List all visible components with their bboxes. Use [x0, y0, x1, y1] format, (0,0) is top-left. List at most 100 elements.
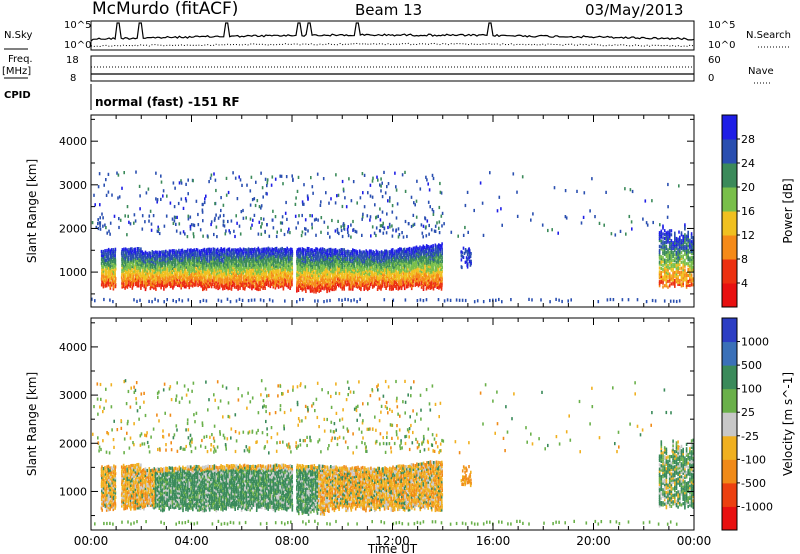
data-cell	[424, 259, 427, 263]
data-cell	[111, 263, 113, 267]
data-cell	[247, 263, 250, 267]
data-cell	[203, 249, 206, 253]
data-cell	[132, 253, 135, 257]
data-cell	[348, 277, 351, 281]
data-cell	[249, 189, 252, 193]
data-cell	[107, 255, 109, 259]
data-cell	[234, 277, 236, 281]
data-cell	[102, 267, 104, 271]
data-cell	[311, 214, 313, 218]
data-cell	[402, 252, 405, 256]
data-cell	[304, 266, 307, 270]
data-cell	[250, 175, 253, 179]
data-cell	[178, 264, 180, 268]
data-cell	[422, 252, 425, 256]
data-cell	[409, 272, 411, 276]
data-cell	[436, 268, 438, 272]
data-cell	[246, 252, 248, 256]
data-cell	[353, 272, 356, 276]
data-cell	[333, 274, 335, 278]
data-cell	[276, 284, 278, 288]
data-cell	[297, 281, 300, 285]
data-cell	[283, 232, 286, 237]
data-cell	[107, 269, 110, 273]
data-cell	[97, 226, 100, 231]
data-cell	[136, 258, 139, 262]
data-cell	[672, 252, 674, 257]
data-cell	[286, 246, 288, 250]
data-cell	[245, 279, 248, 283]
data-cell	[109, 255, 112, 259]
data-cell	[112, 287, 115, 291]
data-cell	[434, 255, 436, 259]
data-cell	[195, 275, 197, 279]
data-cell	[239, 274, 241, 279]
data-cell	[245, 264, 248, 268]
data-cell	[417, 284, 420, 288]
data-cell	[296, 260, 298, 264]
data-cell	[414, 275, 416, 280]
data-cell	[200, 266, 202, 270]
data-cell	[102, 251, 105, 255]
data-cell	[227, 255, 229, 259]
data-cell	[343, 248, 345, 252]
data-cell	[284, 253, 287, 258]
data-cell	[281, 270, 284, 274]
data-cell	[342, 187, 345, 191]
data-cell	[207, 247, 209, 251]
data-cell	[112, 275, 115, 279]
data-cell	[440, 273, 443, 277]
data-cell	[313, 254, 315, 258]
data-cell	[427, 246, 429, 251]
data-cell	[663, 270, 666, 274]
data-cell	[175, 265, 177, 269]
data-cell	[251, 273, 253, 277]
data-cell	[405, 269, 408, 273]
data-cell	[266, 267, 268, 271]
data-cell	[222, 281, 224, 285]
data-cell	[400, 253, 402, 257]
data-cell	[281, 274, 283, 278]
data-cell	[175, 269, 177, 273]
data-cell	[311, 252, 313, 256]
data-cell	[242, 261, 244, 265]
data-cell	[301, 200, 304, 204]
data-cell	[139, 269, 141, 273]
data-cell	[163, 271, 166, 275]
data-cell	[212, 263, 214, 267]
data-cell	[402, 255, 404, 260]
data-cell	[313, 248, 315, 253]
data-cell	[369, 183, 372, 187]
data-cell	[185, 261, 187, 265]
data-cell	[553, 186, 556, 190]
data-cell	[240, 281, 243, 286]
data-cell	[377, 274, 379, 278]
data-cell	[282, 285, 285, 289]
data-cell	[651, 298, 654, 303]
data-cell	[338, 284, 340, 288]
data-cell	[179, 231, 182, 235]
data-cell	[187, 283, 189, 287]
data-cell	[336, 273, 339, 277]
data-cell	[146, 271, 149, 275]
data-cell	[264, 275, 266, 279]
data-cell	[315, 257, 317, 261]
data-cell	[232, 283, 234, 287]
data-cell	[376, 278, 379, 282]
data-cell	[100, 283, 103, 287]
data-cell	[276, 266, 278, 270]
data-cell	[462, 255, 465, 259]
data-cell	[257, 282, 260, 286]
data-cell	[283, 265, 285, 269]
data-cell	[336, 249, 339, 253]
data-cell	[316, 267, 319, 271]
freq-top-label: 18	[66, 55, 79, 66]
data-cell	[259, 256, 261, 260]
data-cell	[153, 282, 155, 286]
data-cell	[134, 267, 136, 271]
data-cell	[336, 227, 339, 232]
data-cell	[121, 277, 123, 281]
data-cell	[341, 204, 344, 209]
data-cell	[237, 267, 240, 271]
